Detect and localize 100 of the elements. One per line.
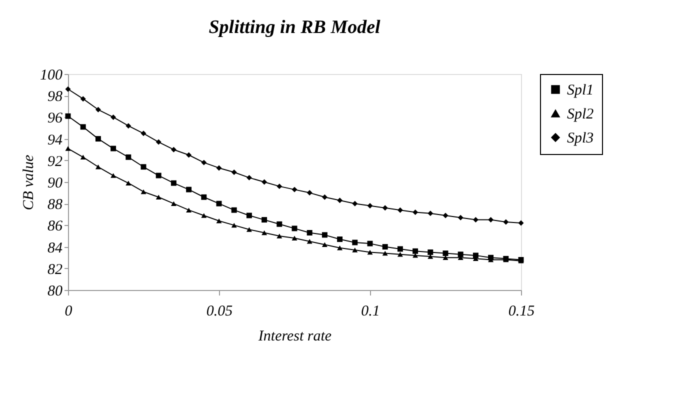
point [382, 244, 388, 250]
point [156, 172, 162, 178]
point [472, 217, 478, 223]
point [246, 174, 252, 180]
y-tick-label: 80 [48, 284, 63, 300]
point [140, 130, 146, 136]
y-tick-label: 86 [48, 218, 63, 235]
x-tick-label: 0.05 [206, 304, 234, 320]
point [352, 248, 358, 252]
point [246, 212, 252, 218]
y-tick-label: 98 [48, 89, 63, 106]
point [80, 154, 86, 160]
point [126, 180, 132, 186]
point [503, 219, 509, 225]
point [428, 210, 434, 216]
point [382, 250, 388, 256]
x-axis-title: Interest rate [257, 328, 332, 344]
y-tick-label: 100 [40, 68, 63, 84]
point [472, 252, 478, 258]
point [65, 113, 71, 119]
point [337, 246, 343, 250]
point [126, 154, 132, 160]
point [367, 240, 373, 246]
y-tick-label: 94 [48, 132, 63, 148]
point [95, 136, 101, 142]
point [292, 186, 298, 192]
point [518, 220, 524, 226]
point [201, 160, 207, 166]
point [352, 200, 358, 206]
point [337, 198, 343, 204]
point [231, 207, 237, 213]
point [156, 194, 162, 200]
x-tick-label: 0.15 [508, 304, 536, 320]
point [442, 212, 448, 218]
point [428, 249, 434, 255]
y-tick-label: 96 [48, 110, 63, 127]
x-tick-label: 0.1 [361, 304, 380, 320]
point [80, 96, 86, 102]
point [412, 210, 418, 215]
point [110, 173, 116, 178]
point [80, 124, 86, 130]
point [231, 222, 237, 228]
point [442, 250, 448, 256]
point [262, 230, 268, 236]
point [110, 146, 116, 152]
point [367, 250, 373, 255]
point [65, 146, 71, 151]
point [337, 236, 343, 242]
point [458, 252, 464, 258]
point [95, 164, 101, 170]
point [458, 214, 464, 220]
point [428, 254, 434, 259]
y-tick-label: 84 [48, 240, 63, 256]
x-tick-label: 0 [64, 304, 73, 320]
point [65, 86, 71, 92]
point [397, 252, 403, 257]
point [140, 189, 146, 194]
point [292, 226, 298, 232]
point [95, 106, 101, 112]
point [276, 184, 282, 190]
point [488, 217, 494, 223]
point [186, 152, 192, 158]
point [397, 246, 403, 252]
point [126, 123, 132, 129]
y-tick-label: 88 [48, 197, 63, 214]
point [216, 218, 222, 224]
point [322, 194, 328, 200]
point [216, 200, 222, 206]
point [352, 240, 358, 246]
y-axis-title: CB value [21, 154, 37, 210]
point [292, 236, 298, 241]
point [170, 146, 176, 152]
point [412, 248, 418, 254]
point [322, 242, 328, 248]
point [246, 227, 252, 232]
point [201, 194, 207, 200]
point [140, 164, 146, 170]
chart-title: Splitting in RB Model [208, 17, 382, 38]
point [306, 190, 312, 196]
point [382, 205, 388, 211]
legend-label: Spl3 [567, 130, 594, 146]
point [262, 217, 268, 223]
point [186, 186, 192, 192]
point [231, 170, 237, 176]
point [262, 179, 268, 185]
point [322, 232, 328, 238]
point [397, 207, 403, 213]
point [170, 201, 176, 206]
point [276, 221, 282, 227]
point [170, 180, 176, 186]
point [156, 139, 162, 145]
legend-label: Spl1 [567, 82, 594, 98]
point [186, 208, 192, 212]
point [110, 114, 116, 120]
y-tick-label: 92 [48, 154, 63, 170]
point [216, 165, 222, 171]
y-tick-label: 82 [48, 262, 63, 278]
legend-label: Spl2 [567, 106, 594, 122]
point [306, 230, 312, 236]
y-tick-label: 90 [48, 176, 63, 192]
